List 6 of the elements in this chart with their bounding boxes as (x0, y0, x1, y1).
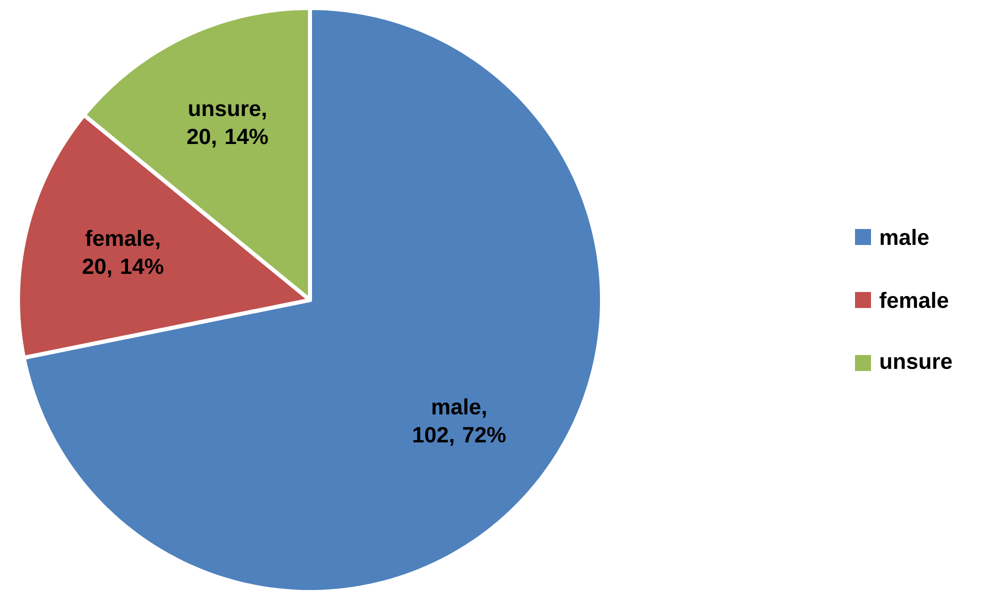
legend-label: female (880, 292, 948, 308)
data-label: male, 102, 72% (413, 398, 506, 446)
legend-label: male (880, 228, 929, 246)
data-label: unsure, 20, 14% (187, 104, 268, 148)
data-label: female, 20, 14% (82, 230, 164, 278)
legend-label: unsure (880, 356, 952, 370)
